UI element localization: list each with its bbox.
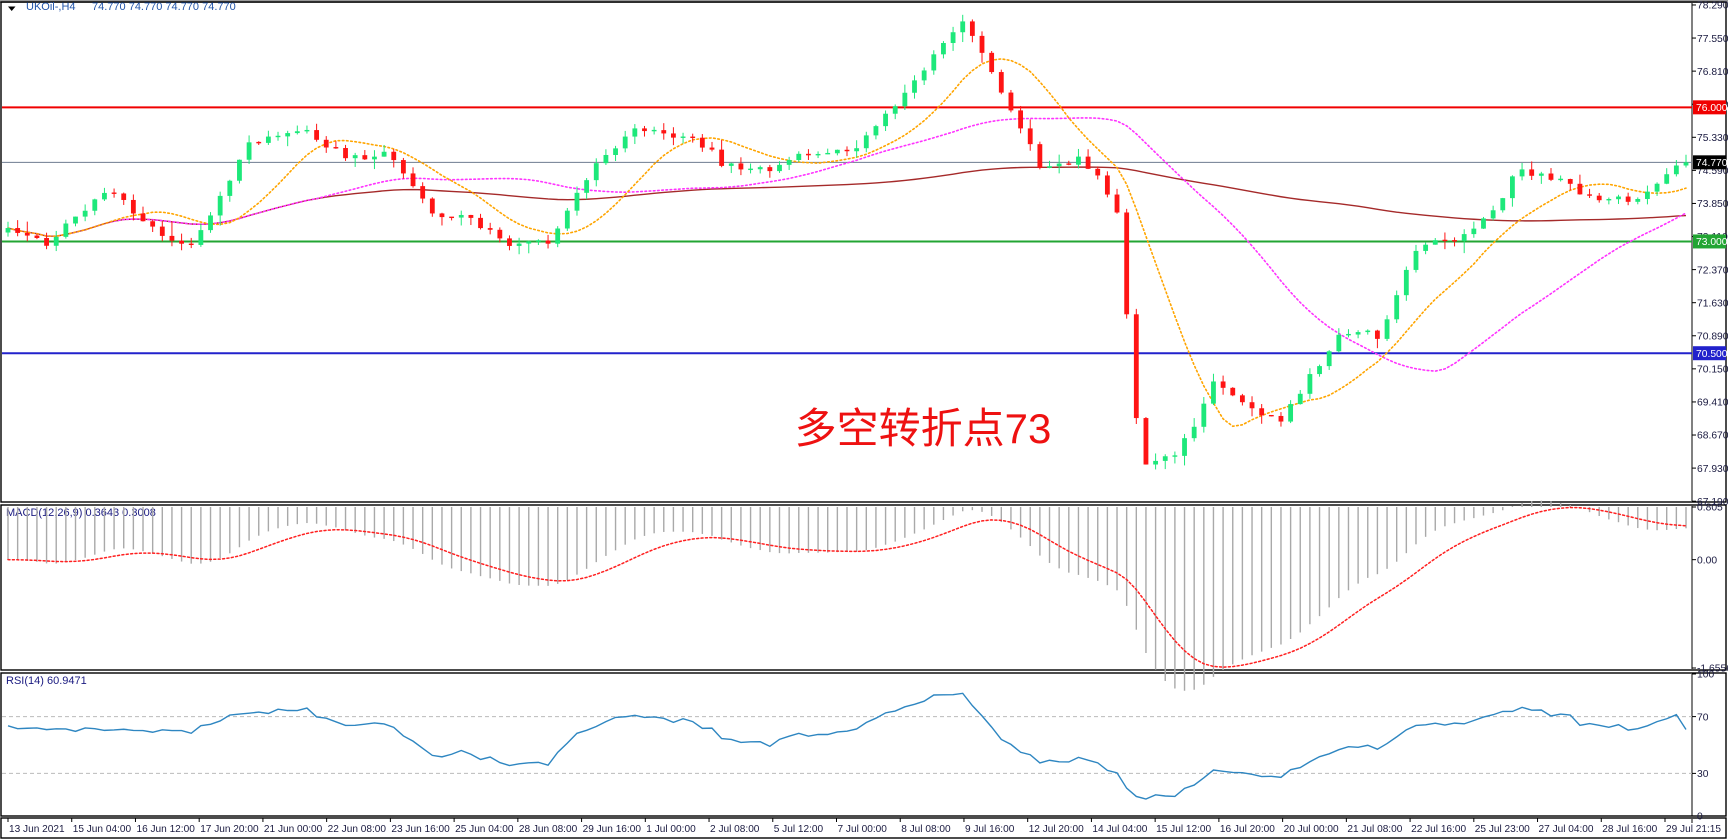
svg-text:28 Jun 08:00: 28 Jun 08:00	[519, 824, 578, 835]
svg-text:68.670: 68.670	[1697, 431, 1728, 442]
svg-text:73.850: 73.850	[1697, 199, 1728, 210]
svg-text:70: 70	[1697, 712, 1709, 723]
svg-text:27 Jul 04:00: 27 Jul 04:00	[1539, 824, 1594, 835]
svg-text:67.930: 67.930	[1697, 464, 1728, 475]
svg-text:7 Jul 00:00: 7 Jul 00:00	[838, 824, 888, 835]
svg-text:69.410: 69.410	[1697, 398, 1728, 409]
svg-text:22 Jun 08:00: 22 Jun 08:00	[328, 824, 387, 835]
svg-text:14 Jul 04:00: 14 Jul 04:00	[1092, 824, 1147, 835]
svg-text:多空转折点73: 多空转折点73	[795, 405, 1052, 452]
svg-text:UKOil-,H4: UKOil-,H4	[26, 1, 76, 13]
svg-text:17 Jun 20:00: 17 Jun 20:00	[200, 824, 259, 835]
svg-text:1 Jul 00:00: 1 Jul 00:00	[646, 824, 696, 835]
svg-text:23 Jun 16:00: 23 Jun 16:00	[391, 824, 450, 835]
svg-text:29 Jul 21:15: 29 Jul 21:15	[1666, 824, 1721, 835]
svg-text:5 Jul 12:00: 5 Jul 12:00	[774, 824, 824, 835]
svg-text:75.330: 75.330	[1697, 133, 1728, 144]
svg-text:21 Jul 08:00: 21 Jul 08:00	[1347, 824, 1402, 835]
svg-text:20 Jul 00:00: 20 Jul 00:00	[1284, 824, 1339, 835]
svg-text:RSI(14) 60.9471: RSI(14) 60.9471	[6, 675, 87, 687]
svg-text:30: 30	[1697, 769, 1709, 780]
svg-text:0: 0	[1697, 812, 1703, 823]
svg-text:76.000: 76.000	[1696, 103, 1728, 114]
svg-text:15 Jul 12:00: 15 Jul 12:00	[1156, 824, 1211, 835]
svg-text:25 Jun 04:00: 25 Jun 04:00	[455, 824, 514, 835]
svg-text:8 Jul 08:00: 8 Jul 08:00	[901, 824, 951, 835]
svg-text:73.000: 73.000	[1696, 237, 1728, 248]
svg-text:71.630: 71.630	[1697, 298, 1728, 309]
svg-text:70.890: 70.890	[1697, 331, 1728, 342]
svg-text:21 Jun 00:00: 21 Jun 00:00	[264, 824, 323, 835]
svg-text:9 Jul 16:00: 9 Jul 16:00	[965, 824, 1015, 835]
svg-text:16 Jun 12:00: 16 Jun 12:00	[136, 824, 195, 835]
svg-text:76.810: 76.810	[1697, 67, 1728, 78]
svg-text:78.290: 78.290	[1697, 1, 1728, 12]
svg-text:25 Jul 23:00: 25 Jul 23:00	[1475, 824, 1530, 835]
svg-text:72.370: 72.370	[1697, 265, 1728, 276]
svg-text:0.805: 0.805	[1697, 503, 1723, 514]
svg-text:74.770 74.770 74.770 74.770: 74.770 74.770 74.770 74.770	[92, 1, 236, 13]
svg-text:2 Jul 08:00: 2 Jul 08:00	[710, 824, 760, 835]
svg-text:70.150: 70.150	[1697, 365, 1728, 376]
svg-text:0.00: 0.00	[1697, 555, 1717, 566]
svg-text:12 Jul 20:00: 12 Jul 20:00	[1029, 824, 1084, 835]
svg-text:100: 100	[1697, 670, 1714, 681]
svg-text:70.500: 70.500	[1696, 349, 1728, 360]
svg-text:28 Jul 16:00: 28 Jul 16:00	[1602, 824, 1657, 835]
svg-text:13 Jun 2021: 13 Jun 2021	[9, 824, 65, 835]
svg-text:74.770: 74.770	[1696, 158, 1728, 169]
svg-text:77.550: 77.550	[1697, 34, 1728, 45]
svg-text:29 Jun 16:00: 29 Jun 16:00	[583, 824, 642, 835]
svg-text:22 Jul 16:00: 22 Jul 16:00	[1411, 824, 1466, 835]
svg-text:16 Jul 20:00: 16 Jul 20:00	[1220, 824, 1275, 835]
svg-text:15 Jun 04:00: 15 Jun 04:00	[73, 824, 132, 835]
